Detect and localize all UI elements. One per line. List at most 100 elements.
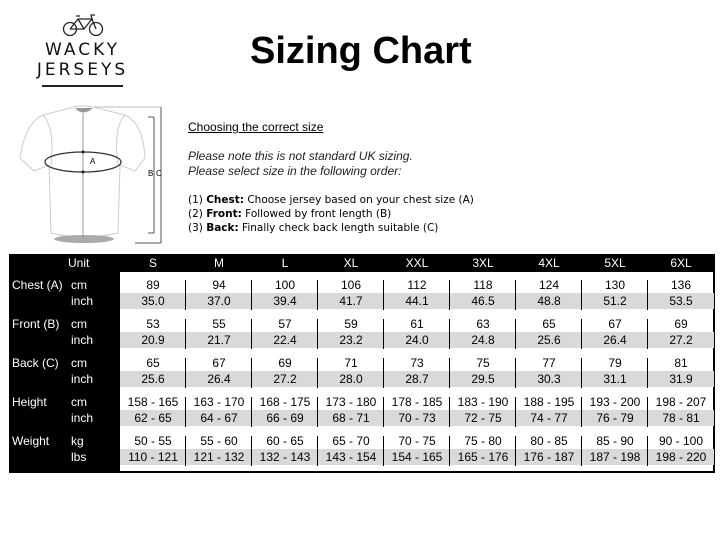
instruction-step-1: (1) Chest: Choose jersey based on your c…: [188, 194, 474, 206]
table-cell: 65: [146, 356, 160, 370]
instructions-note-2: Please select size in the following orde…: [188, 164, 402, 178]
table-cell: 61: [410, 317, 424, 331]
column-divider: [185, 358, 186, 388]
table-cell: 66 - 69: [252, 410, 318, 426]
table-cell: 25.6: [516, 332, 582, 348]
column-divider: [581, 358, 582, 388]
table-cell: 143 - 154: [318, 449, 384, 465]
column-divider: [515, 319, 516, 349]
column-divider: [317, 436, 318, 466]
column-divider: [317, 397, 318, 427]
table-cell: 130: [604, 278, 626, 292]
table-cell: 136: [670, 278, 692, 292]
table-cell: 60 - 65: [266, 434, 304, 448]
column-divider: [317, 319, 318, 349]
column-divider: [251, 397, 252, 427]
brand-logo: WACKY JERSEYS: [30, 40, 135, 80]
table-cell: 76 - 79: [582, 410, 648, 426]
logo-line-2: JERSEYS: [36, 60, 129, 80]
size-header-xxl: XXL: [405, 256, 429, 270]
column-divider: [581, 436, 582, 466]
table-cell: 80 - 85: [530, 434, 568, 448]
column-divider: [251, 436, 252, 466]
table-cell: 85 - 90: [596, 434, 634, 448]
row-label: Back (C): [12, 356, 59, 370]
column-divider: [449, 358, 450, 388]
table-cell: 51.2: [582, 293, 648, 309]
jersey-diagram: [19, 105, 162, 244]
table-cell: 31.9: [648, 371, 714, 387]
instruction-step-2: (2) Front: Followed by front length (B): [188, 208, 392, 220]
table-cell: 39.4: [252, 293, 318, 309]
column-divider: [647, 280, 648, 310]
unit-label: inch: [71, 294, 94, 308]
table-cell: 26.4: [186, 371, 252, 387]
table-cell: 187 - 198: [582, 449, 648, 465]
table-right-border: [713, 272, 715, 473]
table-cell: 78 - 81: [648, 410, 714, 426]
row-label: Chest (A): [12, 278, 63, 292]
sizing-instructions: Choosing the correct size Please note th…: [188, 120, 474, 235]
table-cell: 37.0: [186, 293, 252, 309]
column-divider: [581, 280, 582, 310]
unit-label: inch: [71, 333, 94, 347]
column-divider: [449, 436, 450, 466]
table-cell: 110 - 121: [120, 449, 186, 465]
size-header-xl: XL: [343, 256, 359, 270]
column-divider: [515, 436, 516, 466]
size-header-3xl: 3XL: [472, 256, 494, 270]
column-divider: [449, 280, 450, 310]
table-cell: 24.8: [450, 332, 516, 348]
table-cell: 44.1: [384, 293, 450, 309]
table-cell: 193 - 200: [589, 395, 641, 409]
table-cell: 53: [146, 317, 160, 331]
unit-label: lbs: [71, 450, 87, 464]
table-cell: 154 - 165: [384, 449, 450, 465]
column-divider: [251, 280, 252, 310]
table-bottom-border: [120, 471, 715, 473]
table-cell: 67: [608, 317, 622, 331]
table-cell: 73: [410, 356, 424, 370]
table-cell: 21.7: [186, 332, 252, 348]
row-label: Height: [12, 395, 47, 409]
table-cell: 68 - 71: [318, 410, 384, 426]
table-cell: 65 - 70: [332, 434, 370, 448]
column-divider: [317, 280, 318, 310]
size-header-s: S: [148, 256, 157, 270]
table-cell: 48.8: [516, 293, 582, 309]
table-cell: 178 - 185: [391, 395, 443, 409]
column-divider: [383, 319, 384, 349]
column-divider: [647, 436, 648, 466]
column-divider: [317, 358, 318, 388]
column-divider: [515, 358, 516, 388]
size-header-4xl: 4XL: [538, 256, 560, 270]
table-cell: 64 - 67: [186, 410, 252, 426]
column-divider: [449, 319, 450, 349]
table-cell: 57: [278, 317, 292, 331]
table-cell: 55: [212, 317, 226, 331]
column-divider: [251, 358, 252, 388]
unit-header: Unit: [68, 256, 90, 270]
table-label-column: [9, 254, 120, 473]
instructions-heading: Choosing the correct size: [188, 120, 324, 134]
bicycle-logo-icon: [62, 14, 104, 37]
table-cell: 183 - 190: [457, 395, 509, 409]
column-divider: [449, 397, 450, 427]
table-cell: 70 - 75: [398, 434, 436, 448]
row-label: Weight: [12, 434, 50, 448]
column-divider: [647, 319, 648, 349]
unit-label: cm: [71, 317, 87, 331]
table-cell: 74 - 77: [516, 410, 582, 426]
table-cell: 118: [473, 278, 493, 292]
unit-label: inch: [71, 411, 94, 425]
diagram-label-b: B: [148, 169, 154, 178]
sizing-table: Unit S M L XL XXL 3XL 4XL 5XL 6XL Chest (A) cm inc…: [9, 254, 715, 473]
table-cell: 79: [608, 356, 622, 370]
table-cell: 28.7: [384, 371, 450, 387]
logo-divider: [42, 85, 123, 87]
column-divider: [647, 397, 648, 427]
size-header-m: M: [214, 256, 224, 270]
table-cell: 46.5: [450, 293, 516, 309]
size-header-5xl: 5XL: [604, 256, 626, 270]
table-cell: 106: [340, 278, 362, 292]
